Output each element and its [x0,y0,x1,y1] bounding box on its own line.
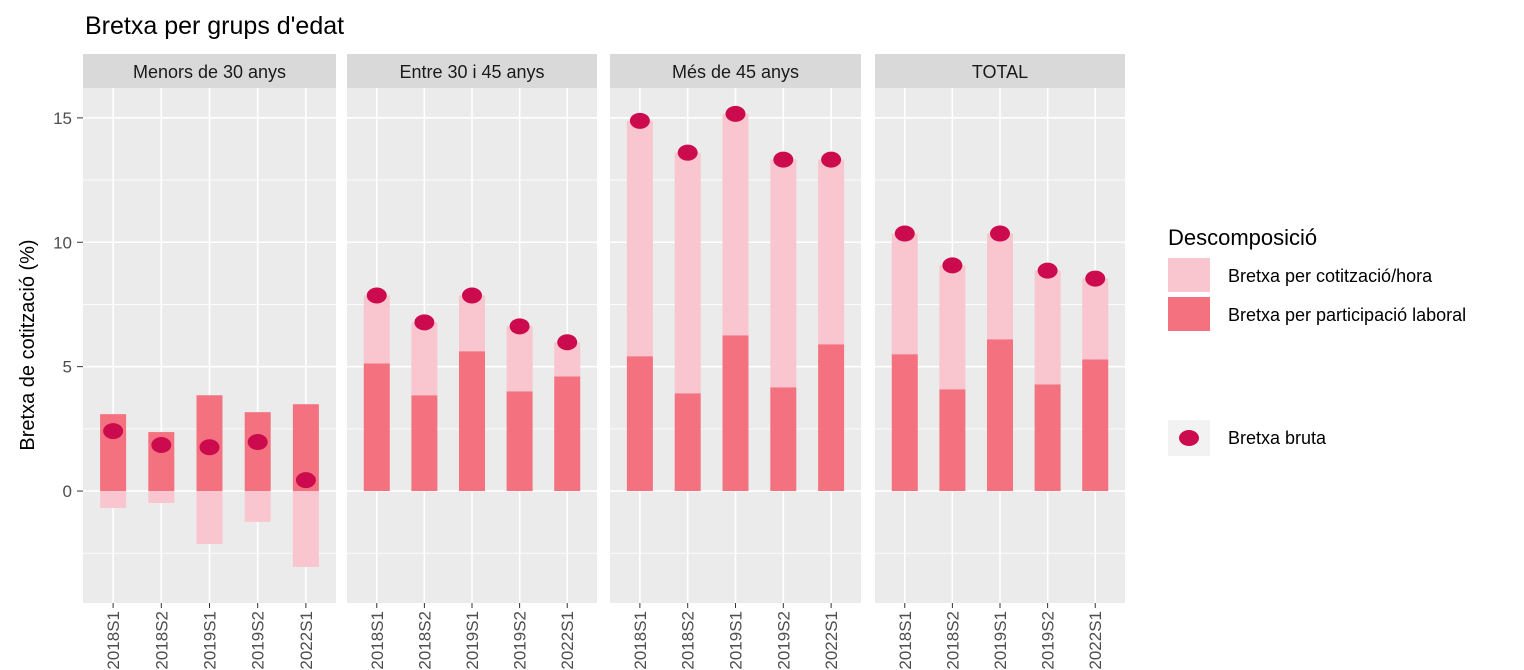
bar [1034,270,1061,385]
strip [875,54,1125,88]
bar [939,265,966,390]
x-tick-label: 2022S1 [1086,611,1105,670]
legend-title: Descomposició [1168,225,1317,250]
point [414,314,435,331]
bar [148,491,175,503]
bar [987,339,1013,492]
point [1085,270,1106,287]
x-tick-label: 2018S2 [152,611,171,670]
legend-point [1179,430,1199,446]
y-tick-label: 15 [53,109,72,128]
bar [770,159,797,388]
point [462,287,482,304]
point [366,287,387,304]
point [677,144,698,161]
bar [770,387,797,492]
point [894,225,915,242]
x-tick-label: 2019S2 [249,611,268,670]
point [990,225,1010,242]
bar [363,295,390,364]
bar [818,159,845,345]
x-tick-label: 2019S2 [774,611,793,670]
x-tick-label: 2019S1 [201,611,220,670]
bar [939,389,966,492]
chart-title: Bretxa per grups d'edat [85,12,344,40]
bar [891,354,918,492]
bar [411,395,438,492]
x-tick-label: 2018S1 [104,611,123,670]
x-tick-label: 2018S1 [631,611,650,670]
point [557,334,578,351]
bar [554,376,581,492]
bar [818,344,845,492]
point [942,257,963,274]
x-tick-label: 2022S1 [297,611,316,670]
bar [987,233,1013,340]
bar [244,412,271,492]
strip-label: TOTAL [972,62,1028,82]
point [199,439,220,456]
bar [196,491,223,545]
x-tick-label: 2018S1 [896,611,915,670]
bar [244,491,271,522]
y-tick-label: 10 [53,233,72,252]
bar [459,351,485,492]
bar [1082,359,1109,492]
legend-key [1168,297,1210,331]
bar [459,295,485,352]
x-tick-label: 2018S1 [368,611,387,670]
legend-key [1168,258,1210,292]
strip-label: Més de 45 anys [672,62,799,82]
bar [891,233,918,355]
bar [722,335,749,492]
bar [722,113,749,336]
bar [674,152,701,394]
point [821,151,842,168]
bar [506,391,533,492]
legend-label: Bretxa bruta [1228,428,1327,448]
strip-label: Menors de 30 anys [133,62,286,82]
bar [292,491,319,567]
x-tick-label: 2018S2 [679,611,698,670]
bar [411,322,438,396]
bar [100,491,127,508]
x-tick-label: 2022S1 [558,611,577,670]
strip [610,54,861,88]
x-tick-label: 2018S2 [943,611,962,670]
legend-label: Bretxa per cotització/hora [1228,266,1433,286]
point [725,105,746,122]
y-tick-label: 0 [63,482,72,501]
y-axis-label: Bretxa de cotització (%) [17,239,39,450]
x-tick-label: 2022S1 [822,611,841,670]
x-tick-label: 2018S2 [415,611,434,670]
point [103,423,124,440]
x-tick-label: 2019S1 [991,611,1010,670]
legend-label: Bretxa per participació laboral [1228,305,1466,325]
x-tick-label: 2019S2 [1039,611,1058,670]
bar [626,356,653,492]
y-tick-label: 5 [63,358,72,377]
bar [506,326,533,392]
point [1037,262,1058,279]
bar [363,363,390,492]
bar [674,393,701,492]
point [295,472,316,489]
strip [347,54,597,88]
point [509,318,530,335]
point [773,151,794,168]
point [629,112,650,129]
strip-label: Entre 30 i 45 anys [399,62,544,82]
point [247,434,268,451]
strip [83,54,336,88]
point [151,437,172,454]
x-tick-label: 2019S2 [511,611,530,670]
bar [626,120,653,357]
x-tick-label: 2019S1 [463,611,482,670]
bar [1082,278,1109,360]
bar [1034,384,1061,492]
x-tick-label: 2019S1 [727,611,746,670]
